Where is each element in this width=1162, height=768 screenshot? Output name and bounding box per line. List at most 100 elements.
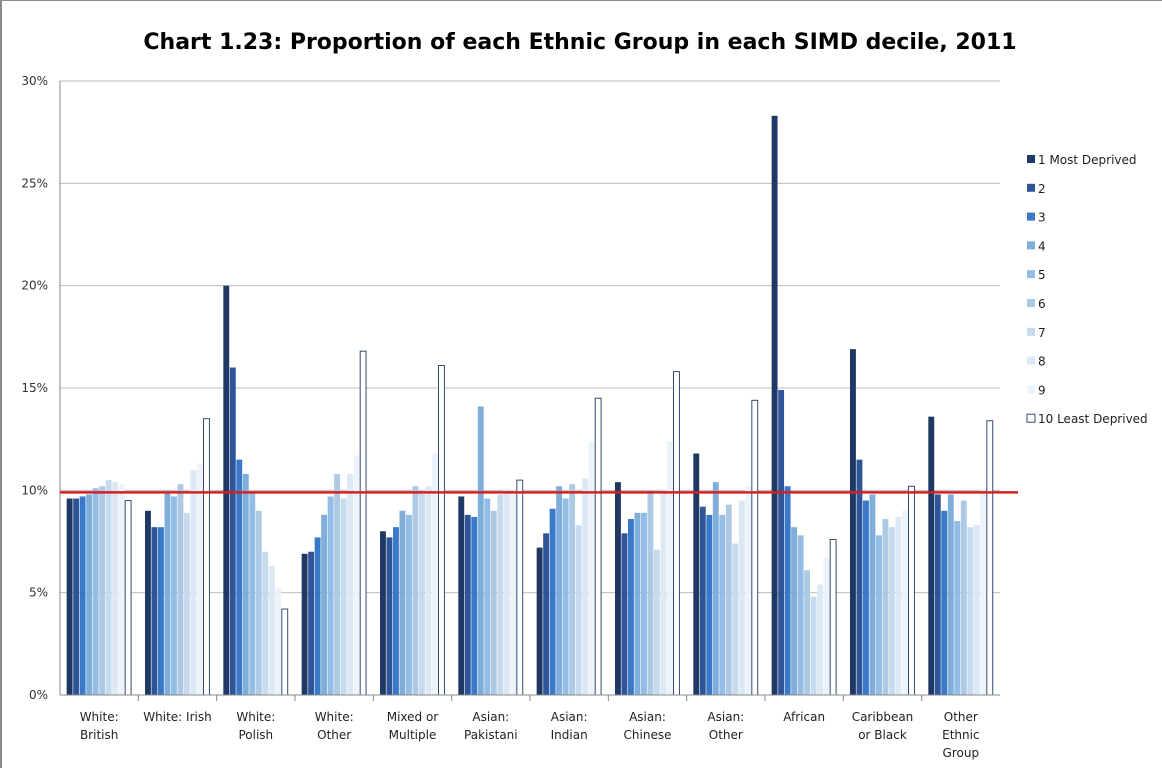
bar [223, 285, 230, 695]
bar [164, 492, 171, 695]
x-axis: White: British White: Irish White: Polish Whi… [60, 694, 1000, 760]
bar [112, 482, 119, 695]
bar [660, 490, 667, 695]
x-tick-label: Asian: Other [707, 710, 744, 742]
bar [301, 553, 308, 695]
legend-swatch [1027, 270, 1035, 279]
y-tick-label: 30% [21, 74, 48, 88]
legend-swatch [1027, 241, 1035, 250]
bar [862, 500, 869, 695]
bar [484, 498, 491, 695]
bar [438, 365, 445, 696]
x-tick-label: Asian: Indian [551, 710, 588, 742]
bar [255, 510, 262, 695]
bar [399, 510, 406, 695]
x-tick-label: Asian: Pakistani [464, 710, 518, 742]
bar [73, 498, 80, 695]
bar [869, 494, 876, 695]
bar [908, 485, 915, 696]
bar [627, 518, 634, 695]
bar [464, 514, 471, 695]
bar [406, 514, 412, 695]
bar [497, 494, 504, 695]
bar [334, 473, 341, 695]
bar [732, 543, 739, 695]
bar [810, 596, 817, 695]
bar [986, 420, 994, 696]
bar [79, 496, 86, 695]
bar [151, 527, 158, 695]
bar [281, 608, 289, 696]
bar [543, 533, 550, 695]
bar [327, 496, 334, 695]
bar [699, 506, 706, 695]
legend-label: 4 [1038, 239, 1046, 253]
bar [673, 371, 680, 696]
bar [503, 490, 510, 695]
legend-label: 10 Least Deprived [1038, 412, 1148, 426]
bar [889, 527, 895, 695]
bar [771, 115, 778, 696]
bar [588, 441, 595, 695]
bar [184, 512, 190, 695]
bar [882, 518, 889, 695]
bar [797, 535, 804, 695]
bar [510, 490, 517, 695]
bar [393, 527, 399, 695]
legend-swatch [1027, 327, 1035, 336]
bar [99, 486, 106, 695]
gridlines [60, 80, 1000, 594]
bar [262, 551, 269, 695]
bar [379, 531, 386, 695]
legend-swatch [1027, 183, 1035, 192]
bar [242, 473, 249, 695]
bar [575, 525, 582, 695]
bars [66, 115, 994, 696]
bar [829, 539, 837, 696]
bar [353, 455, 360, 695]
bar [817, 584, 824, 695]
bar [973, 525, 980, 695]
legend: 1 Most Deprived 2 3 4 5 6 7 8 9 10 Least Deprived [1026, 153, 1148, 426]
bar [412, 486, 419, 695]
bar [359, 350, 367, 696]
bar [849, 349, 856, 695]
bar [667, 441, 673, 695]
legend-label: 9 [1038, 383, 1046, 397]
bar [386, 537, 393, 695]
bar [197, 463, 203, 695]
bar [471, 516, 478, 695]
bar [321, 514, 328, 695]
bar [784, 486, 791, 695]
bar [745, 486, 752, 695]
legend-swatch [1027, 385, 1035, 394]
bar [791, 527, 798, 695]
bar [967, 527, 974, 695]
bar [804, 570, 811, 695]
y-tick-label: 15% [21, 381, 48, 395]
bar [980, 490, 987, 695]
bar [190, 469, 197, 695]
y-tick-label: 5% [29, 586, 48, 600]
y-tick-label: 25% [21, 176, 48, 190]
y-tick-label: 10% [21, 483, 48, 497]
bar [275, 588, 282, 695]
bar [432, 453, 438, 695]
bar [536, 547, 543, 695]
bar [947, 494, 954, 695]
bar [516, 479, 524, 696]
legend-swatch [1027, 155, 1035, 163]
bar [105, 480, 112, 695]
bar [902, 510, 908, 695]
bar [960, 500, 967, 695]
bar [171, 496, 177, 695]
y-tick-label: 20% [21, 279, 48, 293]
y-axis: 0% 5% 10% 15% 20% 25% 30% [21, 74, 61, 702]
bar [823, 557, 830, 695]
bar [693, 453, 700, 695]
bar [634, 512, 641, 695]
bar [314, 537, 321, 695]
bar [249, 492, 256, 695]
bar [236, 459, 243, 695]
